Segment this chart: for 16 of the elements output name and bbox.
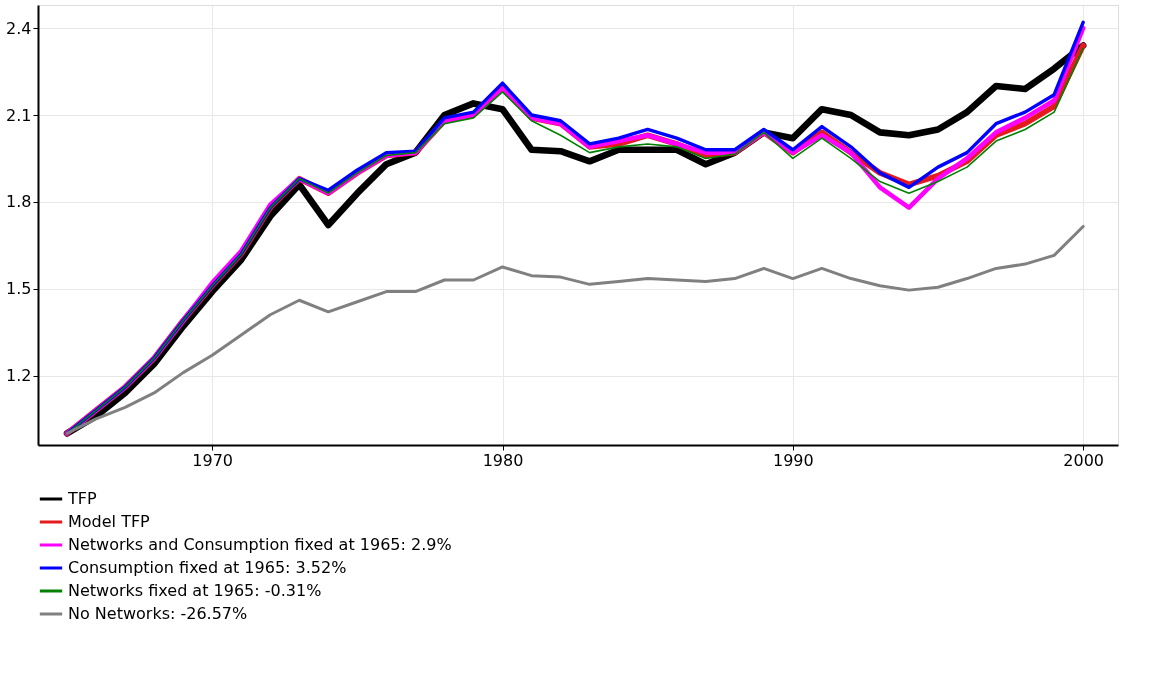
y-tick-label: 2.1 bbox=[6, 105, 32, 125]
line-series bbox=[65, 224, 1085, 435]
legend-label: Consumption fixed at 1965: 3.52% bbox=[68, 558, 347, 577]
legend-label: No Networks: -26.57% bbox=[68, 604, 248, 623]
legend-label: TFP bbox=[67, 489, 97, 508]
x-tick-label: 2000 bbox=[1063, 450, 1105, 470]
legend-label: Networks fixed at 1965: -0.31% bbox=[68, 581, 322, 600]
legend-label: Networks and Consumption fixed at 1965: 2.9% bbox=[68, 535, 452, 554]
y-tick-label: 2.4 bbox=[6, 18, 32, 38]
x-tick-label: 1980 bbox=[482, 450, 524, 470]
x-tick-label: 1990 bbox=[772, 450, 814, 470]
legend-label: Model TFP bbox=[68, 512, 151, 531]
y-tick-label: 1.5 bbox=[6, 279, 32, 299]
x-tick-label: 1970 bbox=[192, 450, 234, 470]
y-tick-label: 1.2 bbox=[6, 366, 32, 386]
y-tick-label: 1.8 bbox=[6, 192, 32, 212]
